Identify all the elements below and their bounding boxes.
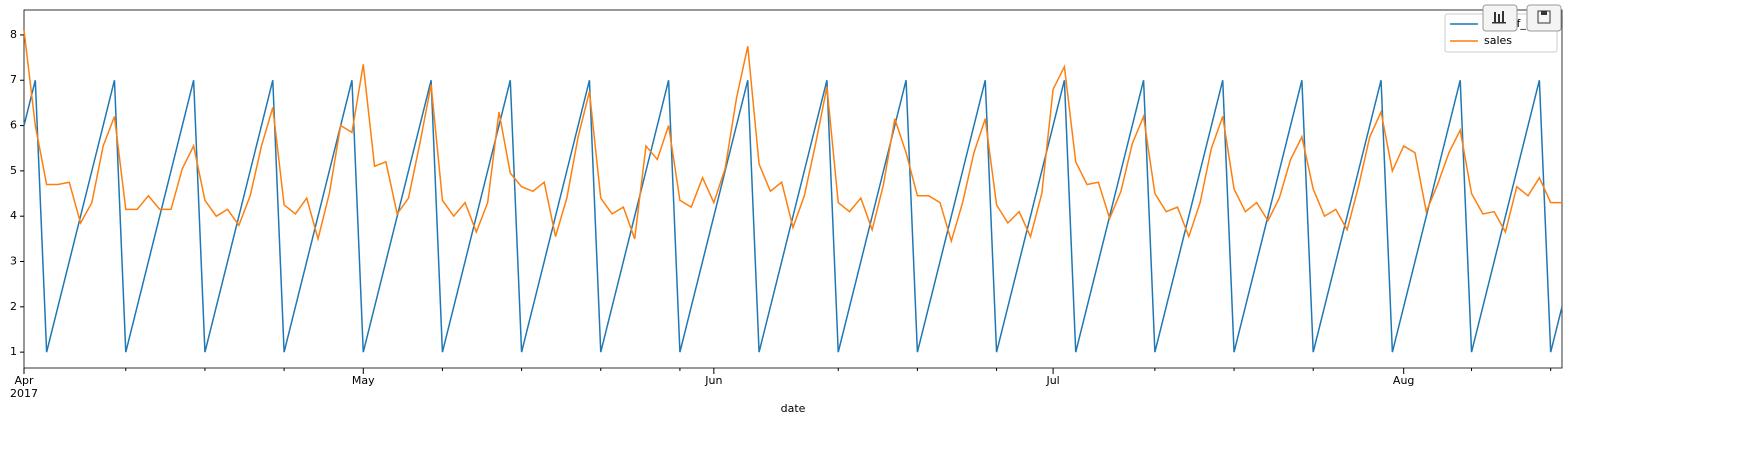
series-line xyxy=(23,80,1563,353)
y-tick-label: 4 xyxy=(10,209,17,222)
legend-label: sales xyxy=(1484,34,1512,47)
y-tick-label: 3 xyxy=(10,255,17,268)
series-line xyxy=(23,30,1562,244)
y-tick-label: 1 xyxy=(10,345,17,358)
y-tick-label: 2 xyxy=(10,300,17,313)
x-tick-label: May xyxy=(352,374,375,387)
x-tick-label: Aug xyxy=(1393,374,1414,387)
toolbar xyxy=(1482,4,1562,32)
x-axis-label: date xyxy=(781,402,806,415)
y-tick-label: 8 xyxy=(10,28,17,41)
x-tick-label: Apr xyxy=(14,374,34,387)
x-tick-label: Jun xyxy=(704,374,722,387)
x-tick-year: 2017 xyxy=(10,387,38,400)
x-tick-label: Jul xyxy=(1045,374,1059,387)
y-tick-label: 6 xyxy=(10,119,17,132)
plot-area xyxy=(23,9,1563,369)
y-tick-label: 5 xyxy=(10,164,17,177)
y-tick-label: 7 xyxy=(10,73,17,86)
save-button[interactable] xyxy=(1526,4,1562,32)
